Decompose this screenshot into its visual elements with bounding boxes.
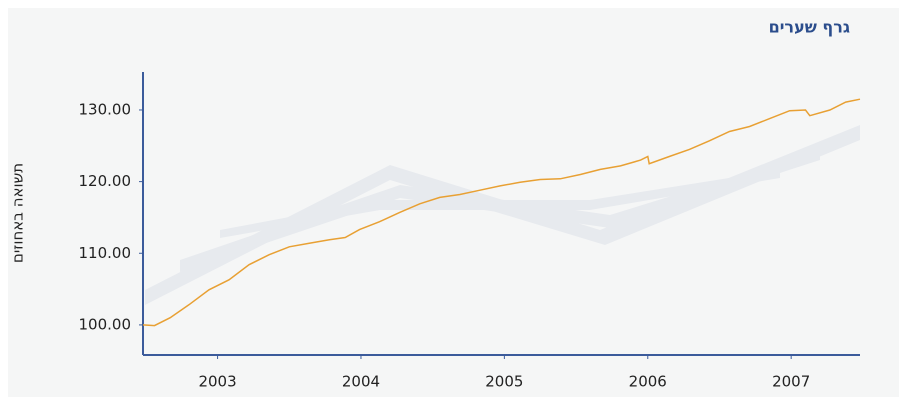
page: גרף שערים תשואה באחוזים 100.00 110.00 120.… [0,0,907,405]
y-tick-label: 120.00 [79,172,132,190]
chart-title: גרף שערים [769,18,850,37]
y-axis-label: תשואה באחוזים [9,163,27,263]
x-tick-label: 2004 [342,373,380,391]
x-tick-label: 2007 [772,373,810,391]
x-tick-label: 2006 [629,373,667,391]
y-tick-label: 110.00 [79,244,132,262]
x-tick-label: 2003 [198,373,236,391]
y-tick-label: 130.00 [79,100,132,118]
y-tick-label: 100.00 [79,315,132,333]
chart: גרף שערים תשואה באחוזים 100.00 110.00 120.… [0,0,907,405]
x-tick-label: 2005 [485,373,523,391]
